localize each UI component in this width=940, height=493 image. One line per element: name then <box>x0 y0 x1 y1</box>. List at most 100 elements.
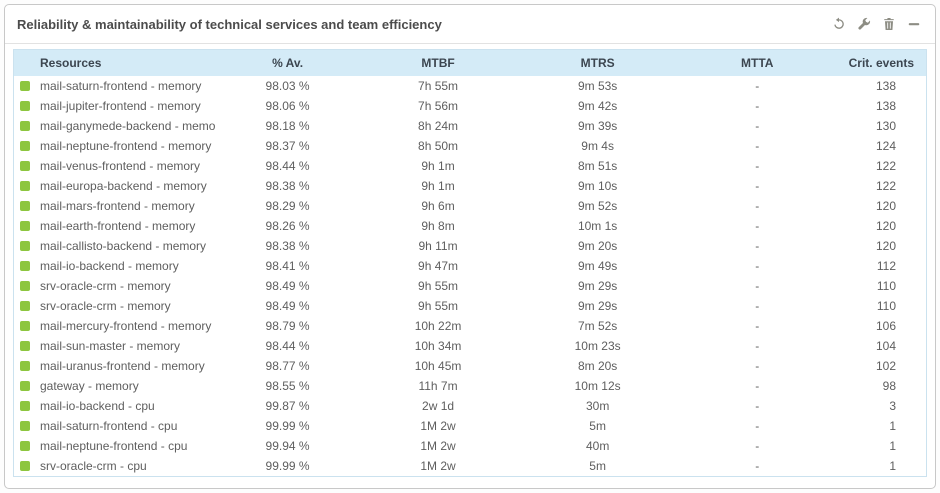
mtbf-value: 9h 1m <box>421 159 455 173</box>
trash-icon[interactable] <box>882 17 896 31</box>
panel-toolbar <box>832 17 921 31</box>
mtbf-value: 11h 7m <box>418 379 458 393</box>
mtta-value: - <box>755 399 760 413</box>
column-header-availability[interactable]: % Av. <box>214 50 361 76</box>
mtta-value: - <box>755 119 760 133</box>
table-row[interactable]: mail-europa-backend - memory 98.38 % 9h … <box>14 176 926 196</box>
table-row[interactable]: mail-ganymede-backend - memory 98.18 % 8… <box>14 116 926 136</box>
table-row[interactable]: mail-sun-master - memory 98.44 % 10h 34m… <box>14 336 926 356</box>
column-header-crit-events[interactable]: Crit. events <box>834 50 926 76</box>
mtbf-value: 9h 8m <box>421 219 455 233</box>
availability-value: 98.79 % <box>265 319 310 333</box>
status-up-indicator <box>20 241 30 251</box>
crit-events-value: 3 <box>889 399 896 413</box>
resource-name: mail-saturn-frontend - memory <box>40 79 202 93</box>
status-up-indicator <box>20 261 30 271</box>
reliability-table: Resources % Av. MTBF MTRS MTTA Crit. eve… <box>13 49 927 477</box>
mtrs-value: 5m <box>589 459 606 473</box>
resource-name: mail-sun-master - memory <box>40 339 181 353</box>
crit-events-value: 110 <box>876 279 896 293</box>
mtbf-value: 9h 11m <box>418 239 458 253</box>
mtta-value: - <box>755 199 760 213</box>
table-row[interactable]: srv-oracle-crm - cpu 99.99 % 1M 2w 5m - … <box>14 456 926 476</box>
availability-value: 98.55 % <box>265 379 310 393</box>
status-up-indicator <box>20 81 30 91</box>
mtbf-value: 8h 50m <box>418 139 459 153</box>
crit-events-value: 1 <box>889 419 896 433</box>
table-row[interactable]: mail-neptune-frontend - cpu 99.94 % 1M 2… <box>14 436 926 456</box>
mtrs-value: 8m 51s <box>577 159 618 173</box>
crit-events-value: 106 <box>875 319 896 333</box>
mtta-value: - <box>755 139 760 153</box>
crit-events-value: 112 <box>876 259 896 273</box>
mtbf-value: 7h 55m <box>418 79 459 93</box>
table-row[interactable]: mail-io-backend - memory 98.41 % 9h 47m … <box>14 256 926 276</box>
wrench-icon[interactable] <box>857 17 871 31</box>
column-header-mtrs[interactable]: MTRS <box>515 50 680 76</box>
availability-value: 99.99 % <box>265 419 310 433</box>
table-row[interactable]: mail-io-backend - cpu 99.87 % 2w 1d 30m … <box>14 396 926 416</box>
availability-value: 99.99 % <box>265 459 310 473</box>
status-up-indicator <box>20 421 30 431</box>
table-row[interactable]: gateway - memory 98.55 % 11h 7m 10m 12s … <box>14 376 926 396</box>
table-row[interactable]: mail-jupiter-frontend - memory 98.06 % 7… <box>14 96 926 116</box>
availability-value: 98.38 % <box>265 179 310 193</box>
table-header-row: Resources % Av. MTBF MTRS MTTA Crit. eve… <box>14 50 926 76</box>
resource-name: mail-mercury-frontend - memory <box>40 319 212 333</box>
mtrs-value: 9m 29s <box>577 299 618 313</box>
mtbf-value: 9h 47m <box>418 259 459 273</box>
mtta-value: - <box>755 439 760 453</box>
crit-events-value: 120 <box>875 239 896 253</box>
crit-events-value: 1 <box>889 459 896 473</box>
status-up-indicator <box>20 221 30 231</box>
column-header-mtta[interactable]: MTTA <box>679 50 835 76</box>
mtbf-value: 8h 24m <box>418 119 459 133</box>
resource-name: mail-neptune-frontend - cpu <box>40 439 188 453</box>
status-up-indicator <box>20 141 30 151</box>
table-row[interactable]: mail-mercury-frontend - memory 98.79 % 1… <box>14 316 926 336</box>
availability-value: 98.06 % <box>265 99 310 113</box>
table-row[interactable]: mail-uranus-frontend - memory 98.77 % 10… <box>14 356 926 376</box>
status-up-indicator <box>20 101 30 111</box>
table-row[interactable]: mail-earth-frontend - memory 98.26 % 9h … <box>14 216 926 236</box>
mtbf-value: 10h 45m <box>414 359 462 373</box>
column-header-mtbf[interactable]: MTBF <box>360 50 516 76</box>
mtrs-value: 7m 52s <box>577 319 618 333</box>
mtbf-value: 9h 6m <box>421 199 455 213</box>
crit-events-value: 124 <box>875 139 896 153</box>
resource-name: mail-io-backend - cpu <box>40 399 155 413</box>
mtta-value: - <box>755 379 760 393</box>
mtrs-value: 9m 29s <box>577 279 618 293</box>
availability-value: 98.49 % <box>265 299 310 313</box>
resource-name: mail-earth-frontend - memory <box>40 219 196 233</box>
crit-events-value: 98 <box>882 379 896 393</box>
table-row[interactable]: mail-saturn-frontend - cpu 99.99 % 1M 2w… <box>14 416 926 436</box>
mtrs-value: 9m 53s <box>577 79 618 93</box>
minimize-icon[interactable] <box>907 17 921 31</box>
availability-value: 98.18 % <box>265 119 310 133</box>
refresh-icon[interactable] <box>832 17 846 31</box>
status-up-indicator <box>20 281 30 291</box>
table-row[interactable]: srv-oracle-crm - memory 98.49 % 9h 55m 9… <box>14 296 926 316</box>
table-row[interactable]: mail-saturn-frontend - memory 98.03 % 7h… <box>14 76 926 96</box>
table-row[interactable]: mail-neptune-frontend - memory 98.37 % 8… <box>14 136 926 156</box>
crit-events-value: 1 <box>889 439 896 453</box>
status-up-indicator <box>20 461 30 471</box>
table-row[interactable]: srv-oracle-crm - memory 98.49 % 9h 55m 9… <box>14 276 926 296</box>
mtta-value: - <box>755 259 760 273</box>
availability-value: 98.26 % <box>265 219 310 233</box>
resource-name: mail-ganymede-backend - memory <box>40 119 215 133</box>
resource-name: mail-venus-frontend - memory <box>40 159 201 173</box>
column-header-resources[interactable]: Resources <box>14 50 215 76</box>
crit-events-value: 102 <box>875 359 896 373</box>
table-row[interactable]: mail-mars-frontend - memory 98.29 % 9h 6… <box>14 196 926 216</box>
mtrs-value: 9m 10s <box>577 179 618 193</box>
mtrs-value: 30m <box>585 399 610 413</box>
availability-value: 98.03 % <box>265 79 310 93</box>
availability-value: 98.38 % <box>265 239 310 253</box>
table-row[interactable]: mail-venus-frontend - memory 98.44 % 9h … <box>14 156 926 176</box>
mtta-value: - <box>755 79 760 93</box>
table-row[interactable]: mail-callisto-backend - memory 98.38 % 9… <box>14 236 926 256</box>
crit-events-value: 138 <box>875 79 896 93</box>
mtta-value: - <box>755 419 760 433</box>
